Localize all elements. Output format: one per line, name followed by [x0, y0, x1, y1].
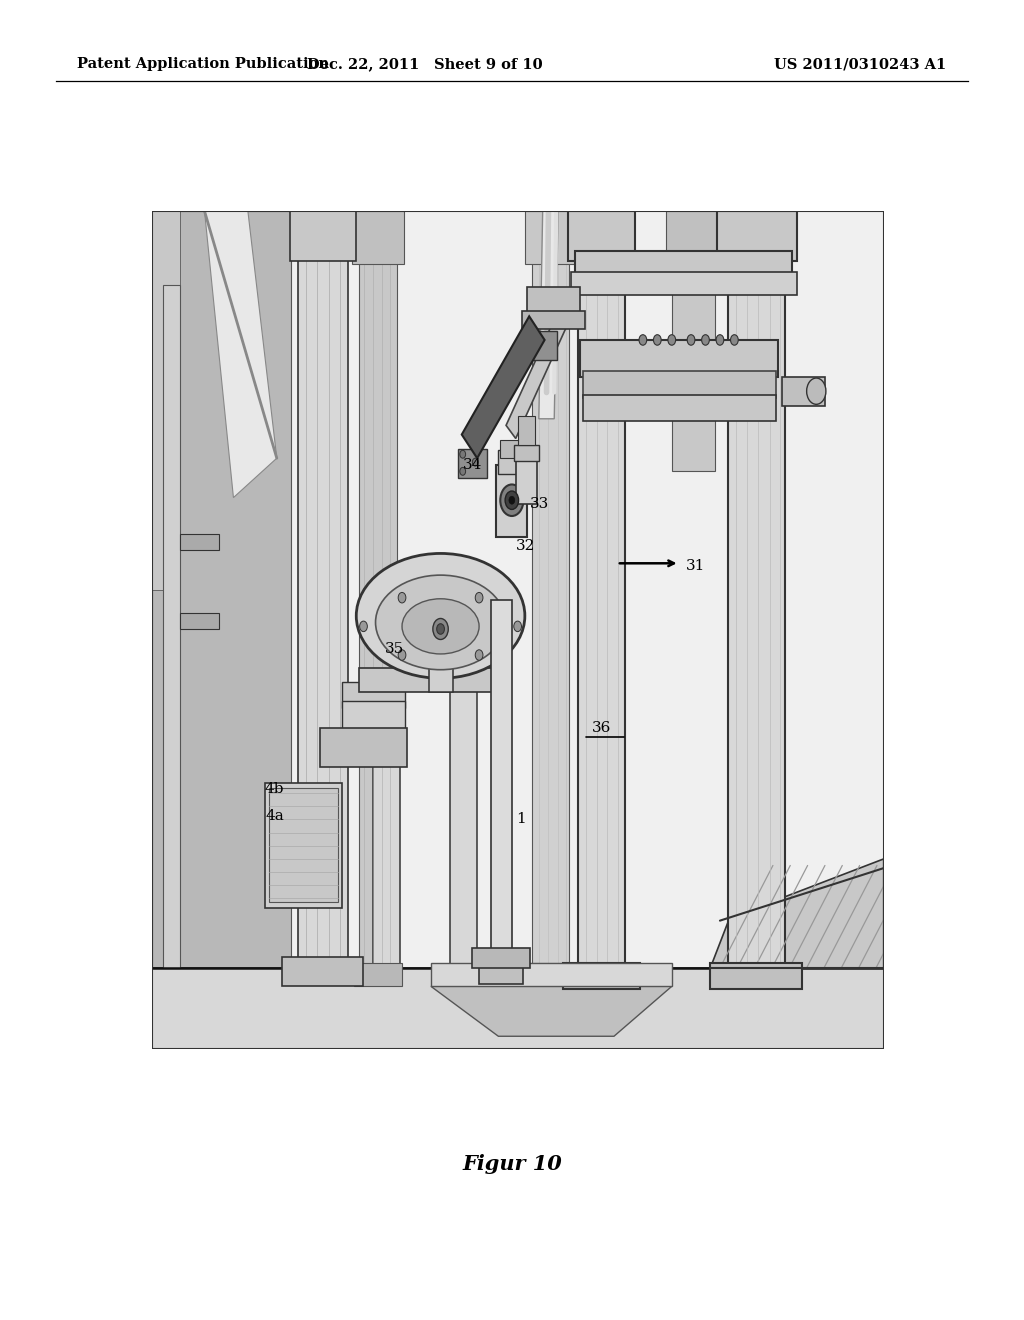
Bar	[581, 341, 778, 376]
Bar	[781, 376, 825, 405]
Bar	[265, 783, 342, 908]
Bar	[522, 962, 581, 986]
Bar	[321, 727, 407, 767]
Bar	[514, 445, 539, 461]
Text: 1: 1	[516, 813, 525, 826]
Bar	[458, 449, 486, 478]
Bar	[717, 211, 797, 261]
Bar	[490, 601, 512, 968]
Bar	[282, 957, 362, 986]
Circle shape	[472, 458, 478, 466]
Bar	[342, 681, 404, 708]
Text: 4a: 4a	[266, 809, 285, 822]
Bar	[163, 285, 180, 968]
Text: 31: 31	[686, 558, 706, 573]
Bar	[516, 458, 537, 504]
Text: 33: 33	[530, 498, 550, 511]
Polygon shape	[711, 859, 884, 968]
Bar	[711, 962, 802, 989]
Text: 35: 35	[385, 642, 403, 656]
Circle shape	[359, 622, 368, 631]
Bar	[180, 614, 219, 630]
Circle shape	[730, 335, 738, 346]
Bar	[497, 465, 527, 537]
Text: US 2011/0310243 A1: US 2011/0310243 A1	[774, 57, 946, 71]
Bar	[269, 788, 339, 903]
Polygon shape	[539, 211, 558, 418]
Bar	[527, 288, 581, 321]
Bar	[358, 668, 508, 692]
Text: 4b: 4b	[265, 783, 285, 796]
Circle shape	[687, 335, 695, 346]
Bar	[567, 211, 635, 261]
Polygon shape	[205, 211, 276, 498]
Bar	[501, 440, 523, 458]
Polygon shape	[152, 211, 180, 590]
Bar	[728, 211, 785, 968]
Bar	[672, 264, 715, 471]
Text: Patent Application Publication: Patent Application Publication	[77, 57, 329, 71]
Text: Dec. 22, 2011 Sheet 9 of 10: Dec. 22, 2011 Sheet 9 of 10	[307, 57, 543, 71]
Bar	[579, 211, 625, 968]
Bar	[373, 678, 400, 968]
Bar	[180, 535, 219, 550]
Bar	[152, 968, 884, 1049]
Circle shape	[807, 378, 826, 404]
Bar	[530, 331, 557, 359]
Circle shape	[639, 335, 647, 346]
Bar	[583, 371, 776, 397]
Circle shape	[505, 491, 518, 510]
Circle shape	[716, 335, 724, 346]
Circle shape	[433, 619, 449, 639]
Bar	[352, 211, 403, 264]
Bar	[563, 962, 640, 989]
Text: 34: 34	[463, 458, 482, 471]
Circle shape	[475, 649, 483, 660]
Text: 36: 36	[592, 721, 611, 734]
Bar	[499, 450, 525, 474]
Bar	[451, 678, 477, 968]
Ellipse shape	[356, 553, 525, 678]
Polygon shape	[462, 317, 545, 458]
Bar	[354, 962, 402, 986]
Circle shape	[701, 335, 710, 346]
Bar	[472, 948, 530, 968]
Bar	[290, 211, 355, 261]
Circle shape	[460, 467, 466, 475]
Ellipse shape	[376, 576, 506, 669]
Bar	[575, 251, 793, 277]
Bar	[517, 416, 535, 445]
Bar	[152, 211, 291, 968]
Circle shape	[475, 593, 483, 603]
Bar	[570, 272, 797, 296]
Circle shape	[653, 335, 662, 346]
Bar	[431, 962, 672, 986]
Bar	[525, 211, 578, 264]
Circle shape	[668, 335, 676, 346]
Bar	[532, 259, 568, 968]
Circle shape	[501, 484, 523, 516]
Polygon shape	[431, 986, 672, 1036]
Bar	[479, 960, 523, 983]
Circle shape	[509, 496, 515, 504]
Bar	[522, 312, 585, 330]
Circle shape	[398, 649, 406, 660]
Circle shape	[514, 622, 521, 631]
Bar	[583, 395, 776, 421]
Bar	[429, 630, 453, 692]
Bar	[342, 701, 404, 734]
Polygon shape	[506, 294, 575, 438]
Bar	[666, 211, 722, 275]
Circle shape	[436, 624, 444, 634]
Bar	[298, 211, 348, 968]
Circle shape	[460, 450, 466, 458]
Ellipse shape	[402, 599, 479, 653]
Text: Figur 10: Figur 10	[462, 1154, 562, 1173]
Text: 32: 32	[516, 539, 536, 553]
Bar	[358, 259, 397, 968]
Circle shape	[398, 593, 406, 603]
